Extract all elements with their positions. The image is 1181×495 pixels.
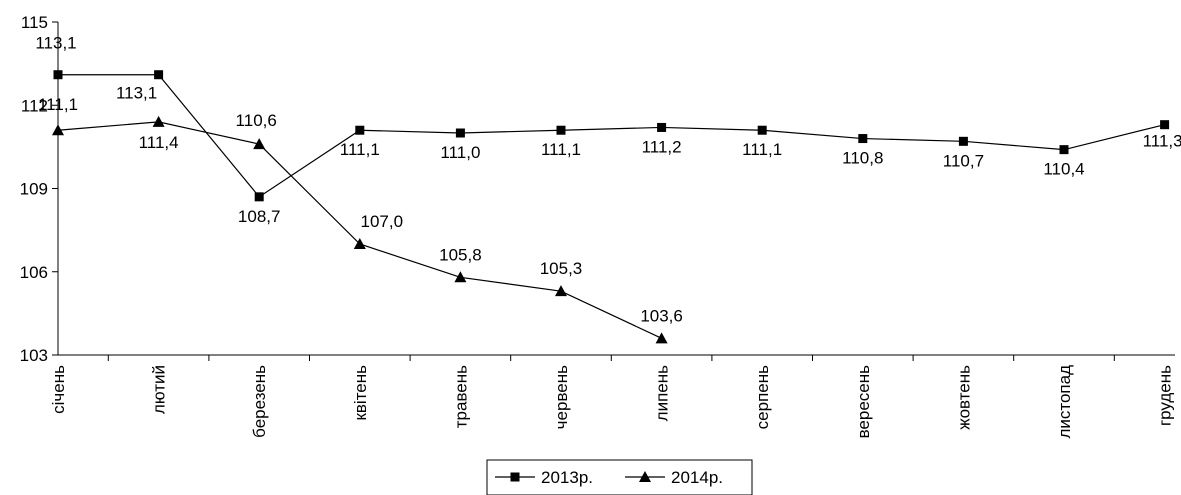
data-label: 111,2 xyxy=(642,137,682,156)
legend-label: 2014р. xyxy=(671,468,723,487)
square-marker xyxy=(355,125,365,135)
x-tick-label: липень xyxy=(653,365,672,421)
square-marker xyxy=(657,122,667,132)
triangle-marker xyxy=(655,332,668,344)
data-label: 107,0 xyxy=(361,212,404,231)
y-axis-ticks: 103 106 109 112 115 xyxy=(20,13,58,365)
y-tick-label: 109 xyxy=(20,180,48,199)
triangle-marker xyxy=(639,471,651,482)
y-tick-label: 103 xyxy=(20,346,48,365)
data-label: 111,1 xyxy=(38,95,78,114)
triangle-marker xyxy=(52,124,64,136)
triangle-marker xyxy=(353,238,366,249)
x-tick-label: червень xyxy=(552,365,571,429)
square-marker xyxy=(556,125,566,135)
data-label: 111,3 xyxy=(1143,132,1181,151)
data-label: 113,1 xyxy=(35,34,76,53)
triangle-marker xyxy=(253,138,266,150)
square-marker xyxy=(958,136,968,146)
data-label: 111,1 xyxy=(340,140,380,159)
x-tick-label: листопад xyxy=(1055,365,1074,439)
x-tick-label: вересень xyxy=(854,365,873,439)
legend: 2013р. 2014р. xyxy=(486,459,753,495)
x-tick-label: квітень xyxy=(351,365,370,421)
x-axis-ticks: січень лютий березень квітень травень червень… xyxy=(49,355,1175,439)
series-0 xyxy=(53,70,1170,202)
data-label: 111,1 xyxy=(742,140,782,159)
series-line xyxy=(58,74,1165,198)
square-marker xyxy=(1160,120,1170,130)
square-marker xyxy=(1059,145,1069,155)
triangle-marker xyxy=(555,285,567,297)
data-label: 103,6 xyxy=(640,306,683,325)
data-label: 105,8 xyxy=(439,245,482,264)
square-marker xyxy=(510,472,520,482)
y-tick-label: 112 xyxy=(21,96,48,115)
data-label: 108,7 xyxy=(238,207,281,226)
data-label: 111,4 xyxy=(139,133,179,152)
y-tick-label: 106 xyxy=(20,263,48,282)
y-tick-label: 115 xyxy=(21,13,48,32)
square-marker xyxy=(455,128,465,138)
data-label: 110,6 xyxy=(236,111,277,130)
triangle-marker xyxy=(152,115,165,127)
triangle-marker xyxy=(454,271,467,283)
legend-label: 2013р. xyxy=(541,468,593,487)
x-tick-label: лютий xyxy=(150,365,169,414)
square-marker xyxy=(757,125,767,135)
data-label: 110,4 xyxy=(1043,160,1084,179)
square-marker xyxy=(858,134,868,144)
x-tick-label: березень xyxy=(250,365,269,438)
data-label: 110,8 xyxy=(842,149,883,168)
data-label: 111,1 xyxy=(541,140,581,159)
square-marker xyxy=(154,70,164,80)
series-layer xyxy=(52,70,1170,344)
series-1 xyxy=(52,115,668,344)
data-label: 105,3 xyxy=(540,259,583,278)
x-tick-label: серпень xyxy=(753,365,772,429)
data-labels: 113,1 113,1 108,7 111,1 111,0 111,1 111,2 111,1… xyxy=(35,34,1181,326)
data-label: 113,1 xyxy=(116,84,157,103)
x-tick-label: грудень xyxy=(1156,365,1175,426)
data-label: 111,0 xyxy=(440,143,480,162)
square-marker xyxy=(254,192,264,202)
x-tick-label: травень xyxy=(451,365,470,428)
axes xyxy=(57,22,1175,356)
x-tick-label: січень xyxy=(49,365,68,414)
square-marker xyxy=(53,70,63,80)
x-tick-label: жовтень xyxy=(954,365,973,430)
data-label: 110,7 xyxy=(943,151,984,170)
